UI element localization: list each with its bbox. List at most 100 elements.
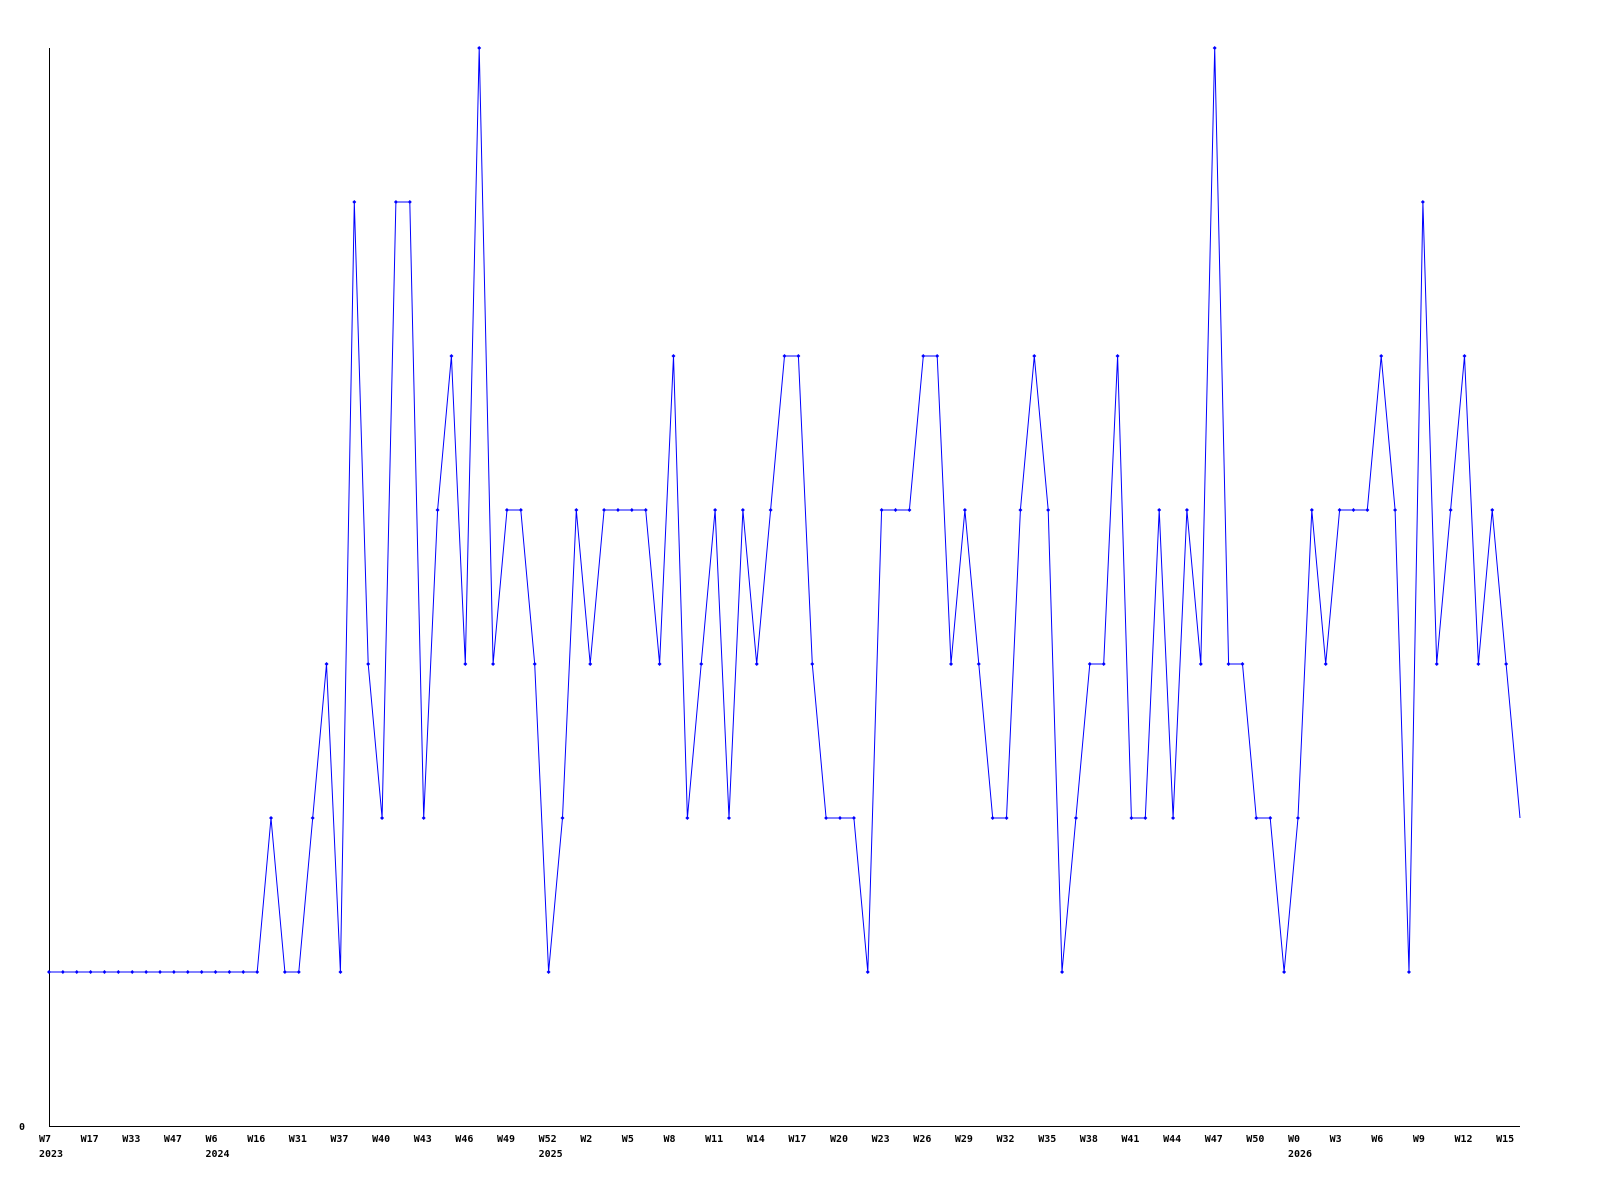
data-point xyxy=(380,816,385,820)
data-point xyxy=(1309,508,1314,512)
data-point xyxy=(255,970,260,974)
data-point xyxy=(1115,354,1120,358)
data-point xyxy=(227,970,232,974)
x-tick-label: W17 xyxy=(788,1134,806,1145)
data-point xyxy=(352,200,357,204)
x-tick-label: W14 xyxy=(747,1134,765,1145)
data-point xyxy=(810,662,815,666)
data-point xyxy=(921,354,926,358)
data-point xyxy=(615,508,620,512)
y-tick-label: 0 xyxy=(19,1122,25,1133)
x-tick-label: W0 xyxy=(1288,1134,1300,1145)
x-tick-label: W5 xyxy=(622,1134,634,1145)
data-point xyxy=(185,970,190,974)
data-point xyxy=(1004,816,1009,820)
data-point xyxy=(976,662,981,666)
data-point xyxy=(1101,662,1106,666)
data-point xyxy=(1129,816,1134,820)
x-tick-label: W12 xyxy=(1455,1134,1473,1145)
data-point xyxy=(602,508,607,512)
x-year-label: 2026 xyxy=(1288,1149,1312,1160)
data-point xyxy=(366,662,371,666)
data-point xyxy=(1087,662,1092,666)
data-point xyxy=(1420,200,1425,204)
x-tick-label: W46 xyxy=(455,1134,473,1145)
x-tick-label: W16 xyxy=(247,1134,265,1145)
data-point xyxy=(699,662,704,666)
data-point xyxy=(88,970,93,974)
data-point xyxy=(241,970,246,974)
data-point xyxy=(1434,662,1439,666)
data-point xyxy=(879,508,884,512)
data-point xyxy=(158,970,163,974)
x-tick-label: W52 xyxy=(539,1134,557,1145)
data-point xyxy=(102,970,107,974)
x-tick-label: W15 xyxy=(1496,1134,1514,1145)
data-point xyxy=(1254,816,1259,820)
data-point xyxy=(740,508,745,512)
data-point xyxy=(893,508,898,512)
x-tick-label: W47 xyxy=(164,1134,182,1145)
data-point xyxy=(1226,662,1231,666)
x-tick-label: W9 xyxy=(1413,1134,1425,1145)
x-tick-label: W49 xyxy=(497,1134,515,1145)
data-point xyxy=(1490,508,1495,512)
data-point xyxy=(657,662,662,666)
x-tick-label: W23 xyxy=(872,1134,890,1145)
data-point xyxy=(1406,970,1411,974)
data-point xyxy=(560,816,565,820)
x-tick-label: W20 xyxy=(830,1134,848,1145)
data-point xyxy=(1018,508,1023,512)
x-tick-label: W50 xyxy=(1246,1134,1264,1145)
data-point xyxy=(491,662,496,666)
data-point xyxy=(1240,662,1245,666)
data-point xyxy=(629,508,634,512)
data-point xyxy=(838,816,843,820)
x-tick-label: W26 xyxy=(913,1134,931,1145)
data-point xyxy=(1198,662,1203,666)
data-point xyxy=(518,508,523,512)
data-point xyxy=(546,970,551,974)
x-tick-label: W44 xyxy=(1163,1134,1181,1145)
data-point xyxy=(671,354,676,358)
x-tick-labels: W7 W17 W33 W47 W6 W16 W31 W37 W40 W43 W46 W49 W52 W2 W… xyxy=(39,1134,1514,1160)
data-point xyxy=(324,662,329,666)
data-point xyxy=(643,508,648,512)
x-year-label: 2025 xyxy=(539,1149,563,1160)
data-point xyxy=(990,816,995,820)
data-point xyxy=(1032,354,1037,358)
data-point xyxy=(1379,354,1384,358)
data-point xyxy=(685,816,690,820)
data-point xyxy=(213,970,218,974)
series-line xyxy=(49,47,1521,973)
x-tick-label: W38 xyxy=(1080,1134,1098,1145)
data-point xyxy=(171,970,176,974)
data-point xyxy=(726,816,731,820)
x-tick-label: W40 xyxy=(372,1134,390,1145)
data-point xyxy=(865,970,870,974)
data-point xyxy=(477,46,482,50)
data-point xyxy=(449,354,454,358)
data-point xyxy=(851,816,856,820)
x-tick-label: W6 xyxy=(1371,1134,1383,1145)
data-point xyxy=(713,508,718,512)
series-line-group xyxy=(47,46,1521,974)
x-tick-label: W11 xyxy=(705,1134,723,1145)
data-point xyxy=(199,970,204,974)
data-point xyxy=(962,508,967,512)
data-point xyxy=(1046,508,1051,512)
data-point xyxy=(116,970,121,974)
data-point xyxy=(407,200,412,204)
data-point xyxy=(1337,508,1342,512)
x-tick-label: W43 xyxy=(414,1134,432,1145)
x-tick-label: W6 xyxy=(206,1134,218,1145)
data-point xyxy=(949,662,954,666)
data-point xyxy=(1448,508,1453,512)
data-point xyxy=(588,662,593,666)
data-point xyxy=(1393,508,1398,512)
x-year-label: 2024 xyxy=(206,1149,230,1160)
data-point xyxy=(1282,970,1287,974)
data-point xyxy=(282,970,287,974)
data-point xyxy=(935,354,940,358)
